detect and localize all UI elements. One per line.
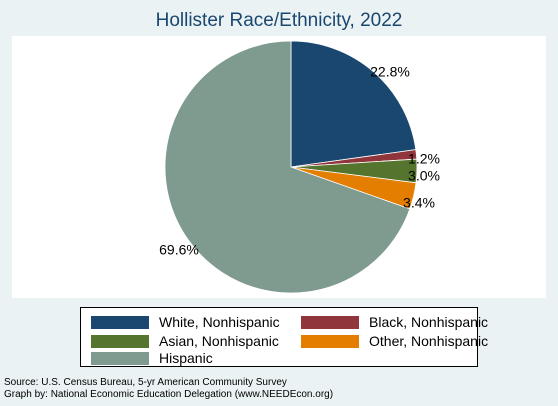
pie-data-label: 3.0% [408, 168, 440, 184]
legend-item-white-nonhispanic: White, Nonhispanic [91, 313, 280, 331]
legend-item-black-nonhispanic: Black, Nonhispanic [301, 313, 488, 331]
credit-note: Graph by: National Economic Education De… [4, 389, 334, 400]
chart-title: Hollister Race/Ethnicity, 2022 [155, 10, 403, 31]
pie-data-label: 3.4% [403, 195, 435, 211]
source-note: Source: U.S. Census Bureau, 5-yr America… [4, 377, 287, 388]
legend-label: Black, Nonhispanic [369, 314, 489, 330]
legend-swatch [91, 334, 149, 348]
legend-label: White, Nonhispanic [159, 314, 280, 330]
legend: White, Nonhispanic Black, Nonhispanic As… [80, 307, 488, 367]
legend-swatch [301, 315, 359, 329]
legend-label: Asian, Nonhispanic [159, 333, 279, 349]
legend-label: Hispanic [159, 350, 213, 366]
legend-item-hispanic: Hispanic [91, 349, 213, 367]
pie-data-label: 22.8% [370, 64, 410, 80]
plot-area: 22.8% 1.2% 3.0% 3.4% 69.6% [12, 36, 546, 298]
pie-chart: 22.8% 1.2%3.0% 3.4% 69.6% [159, 40, 440, 294]
legend-swatch [301, 334, 359, 348]
legend-swatch [91, 315, 149, 329]
pie-slice-white-nonhispanic [290, 40, 417, 168]
pie-data-label: 1.2% [408, 151, 440, 167]
legend-item-other-nonhispanic: Other, Nonhispanic [301, 332, 488, 350]
legend-label: Other, Nonhispanic [369, 333, 489, 349]
legend-item-asian-nonhispanic: Asian, Nonhispanic [91, 332, 279, 350]
pie-slice-hispanic [164, 40, 411, 294]
legend-swatch [91, 351, 149, 365]
pie-data-label: 69.6% [159, 242, 199, 258]
